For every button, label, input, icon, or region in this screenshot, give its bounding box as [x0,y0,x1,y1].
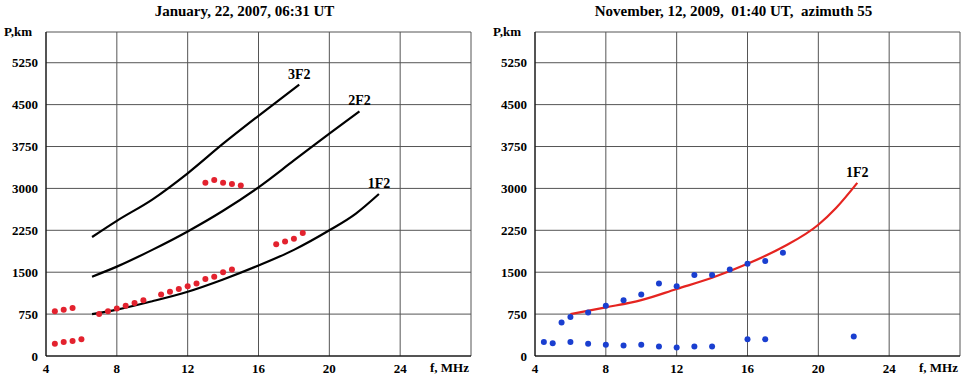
svg-text:1500: 1500 [501,265,527,280]
html-text:f, MHz: f, MHz [919,360,958,375]
svg-text:2F2: 2F2 [348,93,371,108]
svg-text:4: 4 [532,361,539,376]
svg-text:16: 16 [741,361,755,376]
svg-text:16: 16 [252,361,266,376]
html-text:f, MHz: f, MHz [430,360,469,375]
svg-text:5250: 5250 [501,55,527,70]
svg-text:8: 8 [603,361,610,376]
svg-text:5250: 5250 [12,55,38,70]
svg-text:3F2: 3F2 [288,67,311,82]
svg-text:3000: 3000 [12,181,38,196]
html-text:P,km: P,km [4,24,33,39]
svg-text:2250: 2250 [501,223,527,238]
svg-text:750: 750 [508,307,528,322]
svg-text:4500: 4500 [12,97,38,112]
svg-text:1F2: 1F2 [846,165,869,180]
svg-text:20: 20 [812,361,825,376]
html-text:November, 12, 2009, 01:40 UT,: November, 12, 2009, 01:40 UT, azimuth 55 [594,3,873,19]
svg-text:12: 12 [670,361,683,376]
svg-text:750: 750 [19,307,39,322]
svg-text:3750: 3750 [12,139,38,154]
svg-text:1F2: 1F2 [368,176,391,191]
svg-text:20: 20 [323,361,336,376]
svg-text:0: 0 [521,349,528,364]
svg-text:3750: 3750 [501,139,527,154]
svg-text:3000: 3000 [501,181,527,196]
svg-text:2250: 2250 [12,223,38,238]
svg-text:24: 24 [394,361,408,376]
svg-text:12: 12 [181,361,194,376]
html-text:P,km: P,km [493,24,522,39]
svg-text:8: 8 [114,361,121,376]
svg-text:24: 24 [883,361,897,376]
svg-text:1500: 1500 [12,265,38,280]
svg-text:4: 4 [43,361,50,376]
svg-text:4500: 4500 [501,97,527,112]
svg-text:0: 0 [32,349,39,364]
html-text:January, 22, 2007, 06:31 UT: January, 22, 2007, 06:31 UT [154,3,335,19]
